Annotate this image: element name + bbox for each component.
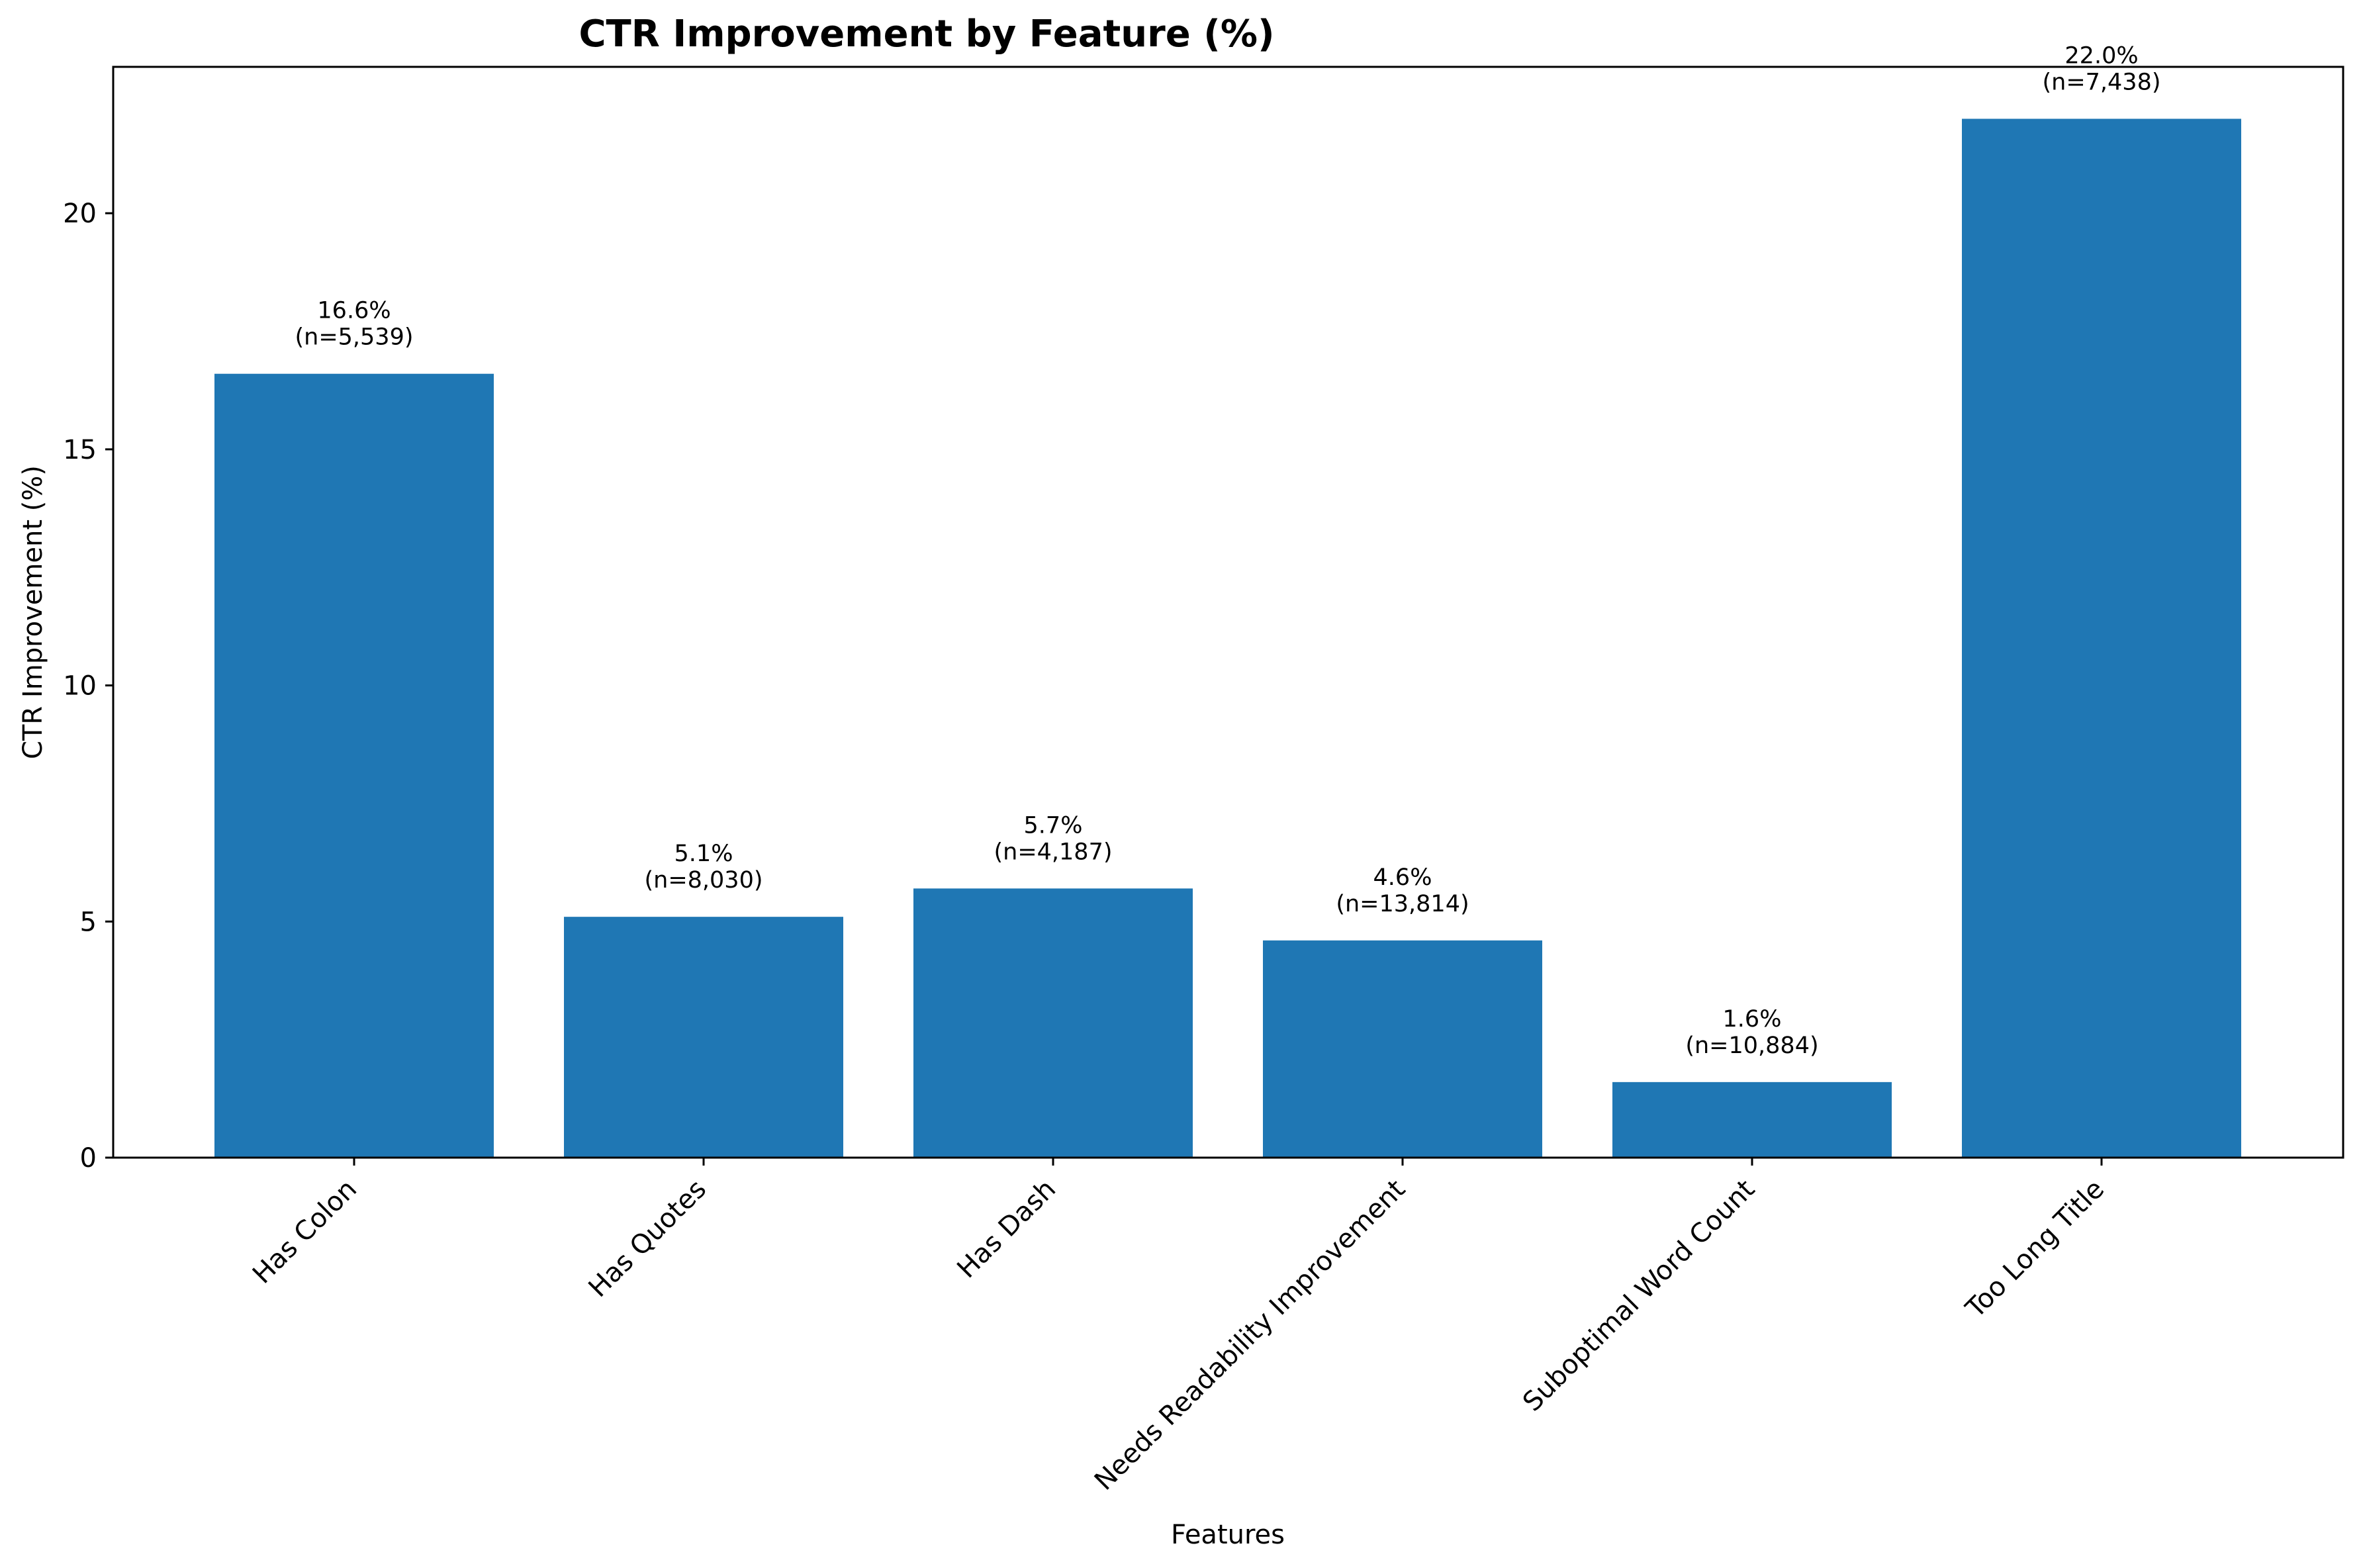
chart-title: CTR Improvement by Feature (%) <box>579 13 1274 56</box>
data-label-value: 22.0% <box>2064 42 2138 69</box>
x-tick-label: Has Quotes <box>582 1174 712 1304</box>
bar <box>1962 118 2241 1158</box>
x-tick-label: Needs Readability Improvement <box>1089 1174 1411 1497</box>
plot-frame <box>112 66 2344 1159</box>
y-tick-label: 20 <box>63 199 97 229</box>
data-labels-layer: 16.6%(n=5,539) 5.1%(n=8,030) 5.7%(n=4,187)… <box>295 42 2160 1058</box>
y-tick-label: 5 <box>80 907 97 937</box>
bar <box>1612 1082 1892 1158</box>
x-tick-label: Has Dash <box>951 1174 1062 1285</box>
bar <box>214 373 494 1158</box>
x-axis-title: Features <box>1171 1520 1285 1550</box>
data-label-value: 16.6% <box>317 298 391 324</box>
bar <box>1263 940 1542 1158</box>
x-axis: Has Colon Has Quotes Has Dash Needs Readabi… <box>247 1158 2110 1497</box>
data-label-value: 5.7% <box>1024 812 1083 839</box>
y-tick-label: 15 <box>63 435 97 465</box>
bar <box>913 888 1193 1158</box>
bar <box>564 917 843 1158</box>
data-label-sample-size: (n=4,187) <box>994 839 1112 865</box>
data-label-value: 5.1% <box>674 841 733 867</box>
y-tick-label: 10 <box>63 671 97 702</box>
data-label-sample-size: (n=10,884) <box>1685 1033 1818 1059</box>
x-tick-label: Has Colon <box>247 1174 363 1290</box>
data-label-sample-size: (n=5,539) <box>295 324 413 351</box>
data-label-sample-size: (n=7,438) <box>2042 69 2160 95</box>
data-label-sample-size: (n=13,814) <box>1336 891 1469 917</box>
data-label-sample-size: (n=8,030) <box>644 867 763 894</box>
data-label-value: 1.6% <box>1723 1006 1782 1033</box>
data-label-value: 4.6% <box>1373 864 1432 891</box>
y-axis-title: CTR Improvement (%) <box>18 465 48 759</box>
x-tick-label: Too Long Title <box>1960 1174 2110 1324</box>
bars-layer <box>214 118 2241 1158</box>
x-tick-label: Suboptimal Word Count <box>1517 1174 1761 1418</box>
y-axis: 0 5 10 15 20 <box>63 199 113 1174</box>
y-tick-label: 0 <box>80 1143 97 1174</box>
